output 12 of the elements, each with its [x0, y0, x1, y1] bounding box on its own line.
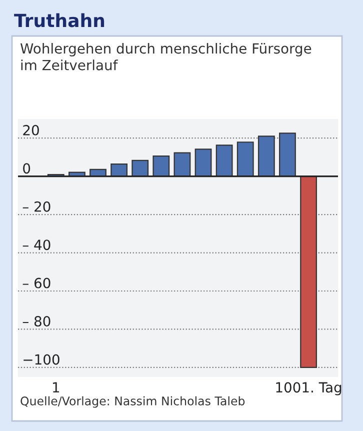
- x-tick-label: 1: [53, 382, 60, 392]
- chart-subtitle: Wohlergehen durch menschliche Fürsorge im Zeitverlauf: [20, 42, 312, 70]
- y-tick-label: – 40: [22, 240, 50, 250]
- y-tick-label: – 60: [22, 278, 50, 288]
- chart-title: Truthahn: [14, 13, 104, 28]
- y-tick-label: – 80: [22, 316, 50, 327]
- x-tick-label: 1001. Tag: [276, 382, 342, 396]
- source-note: Quelle/Vorlage: Nassim Nicholas Taleb: [20, 396, 245, 408]
- y-tick-label: 0: [23, 163, 30, 174]
- y-tick-label: 20: [23, 124, 39, 136]
- y-tick-label: – 20: [22, 201, 50, 212]
- y-tick-label: −100: [24, 354, 60, 365]
